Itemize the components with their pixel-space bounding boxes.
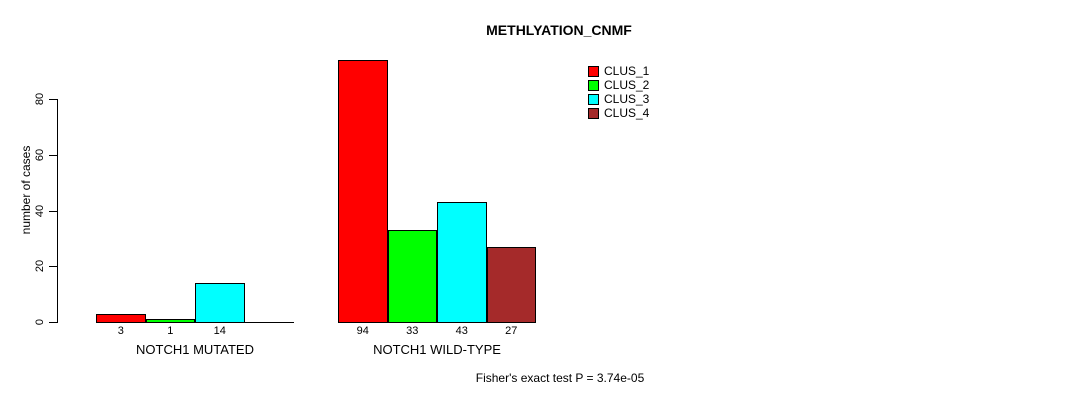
legend-label: CLUS_3 [604, 92, 650, 106]
bar-value-label: 3 [117, 325, 124, 337]
legend-label: CLUS_4 [604, 106, 650, 120]
y-axis-tick [49, 322, 57, 323]
chart-title: METHLYATION_CNMF [486, 22, 632, 38]
bar-clus_3 [437, 202, 487, 323]
legend-swatch [588, 80, 599, 91]
bar-clus_1 [338, 59, 388, 323]
legend-swatch [588, 66, 599, 77]
bar-value-label: 14 [213, 325, 226, 337]
y-axis-line [57, 99, 58, 323]
y-axis-tick-label: 80 [34, 92, 46, 106]
fisher-test-annotation: Fisher's exact test P = 3.74e-05 [475, 371, 645, 385]
group-label: NOTCH1 WILD-TYPE [373, 342, 501, 357]
bar-value-label: 43 [455, 325, 468, 337]
bar-value-label: 1 [167, 325, 174, 337]
y-axis-tick [49, 99, 57, 100]
bar-clus_1 [96, 313, 146, 323]
bar-value-label: 33 [406, 325, 419, 337]
y-axis-tick-label: 0 [34, 318, 46, 326]
y-axis-tick-label: 20 [34, 260, 46, 273]
y-axis-label: number of cases [19, 145, 33, 235]
y-axis-tick [49, 210, 57, 212]
legend-label: CLUS_2 [604, 78, 650, 92]
y-axis-tick [49, 266, 57, 268]
bar-value-label: 94 [356, 325, 369, 337]
y-axis-tick-label: 60 [34, 148, 46, 161]
group-label: NOTCH1 MUTATED [136, 342, 254, 357]
bar-value-label: 27 [505, 325, 518, 337]
bar-clus_2 [145, 319, 195, 323]
bar-clus_2 [387, 230, 437, 323]
bar-clus_3 [195, 282, 245, 323]
bar-clus_4 [486, 246, 536, 323]
y-axis-tick-label: 40 [34, 204, 46, 217]
legend-label: CLUS_1 [604, 64, 650, 78]
y-axis-tick [49, 154, 57, 156]
legend-swatch [588, 108, 599, 119]
legend-swatch [588, 94, 599, 105]
